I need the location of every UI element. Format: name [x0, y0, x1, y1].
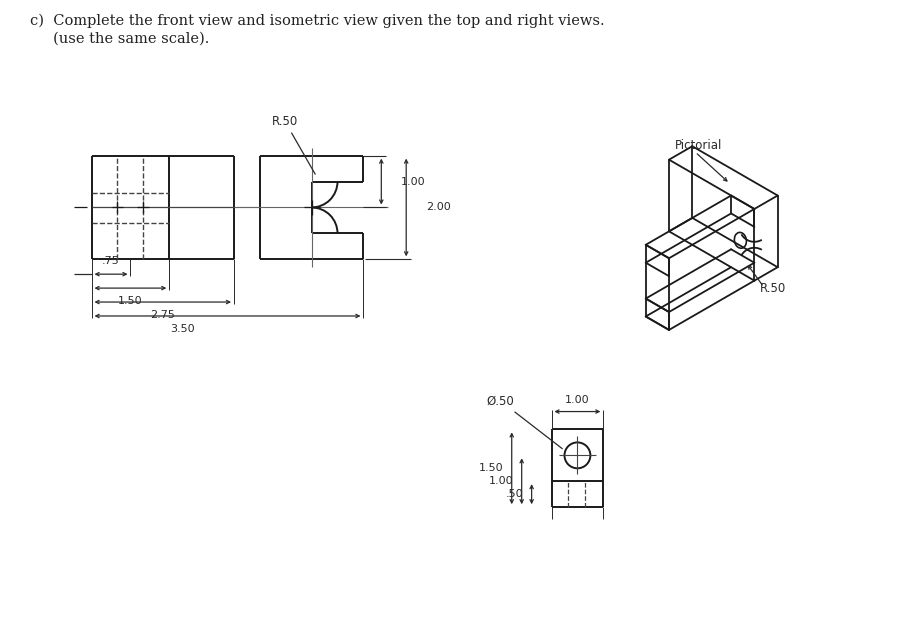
Text: 1.00: 1.00: [489, 476, 514, 486]
Text: 2.75: 2.75: [150, 310, 175, 320]
Text: 2.00: 2.00: [426, 202, 450, 212]
Text: (use the same scale).: (use the same scale).: [30, 31, 209, 45]
Text: 1.00: 1.00: [565, 394, 590, 404]
Text: 1.50: 1.50: [479, 464, 504, 473]
Text: 3.50: 3.50: [170, 324, 195, 334]
Text: Ø.50: Ø.50: [487, 394, 562, 449]
Text: R.50: R.50: [760, 282, 787, 295]
Text: R.50: R.50: [272, 115, 315, 174]
Text: Pictorial: Pictorial: [675, 139, 723, 152]
Text: .75: .75: [102, 256, 120, 266]
Text: .50: .50: [506, 489, 523, 499]
Text: c)  Complete the front view and isometric view given the top and right views.: c) Complete the front view and isometric…: [30, 13, 605, 28]
Text: 1.00: 1.00: [401, 176, 426, 186]
Text: 1.50: 1.50: [118, 296, 142, 306]
